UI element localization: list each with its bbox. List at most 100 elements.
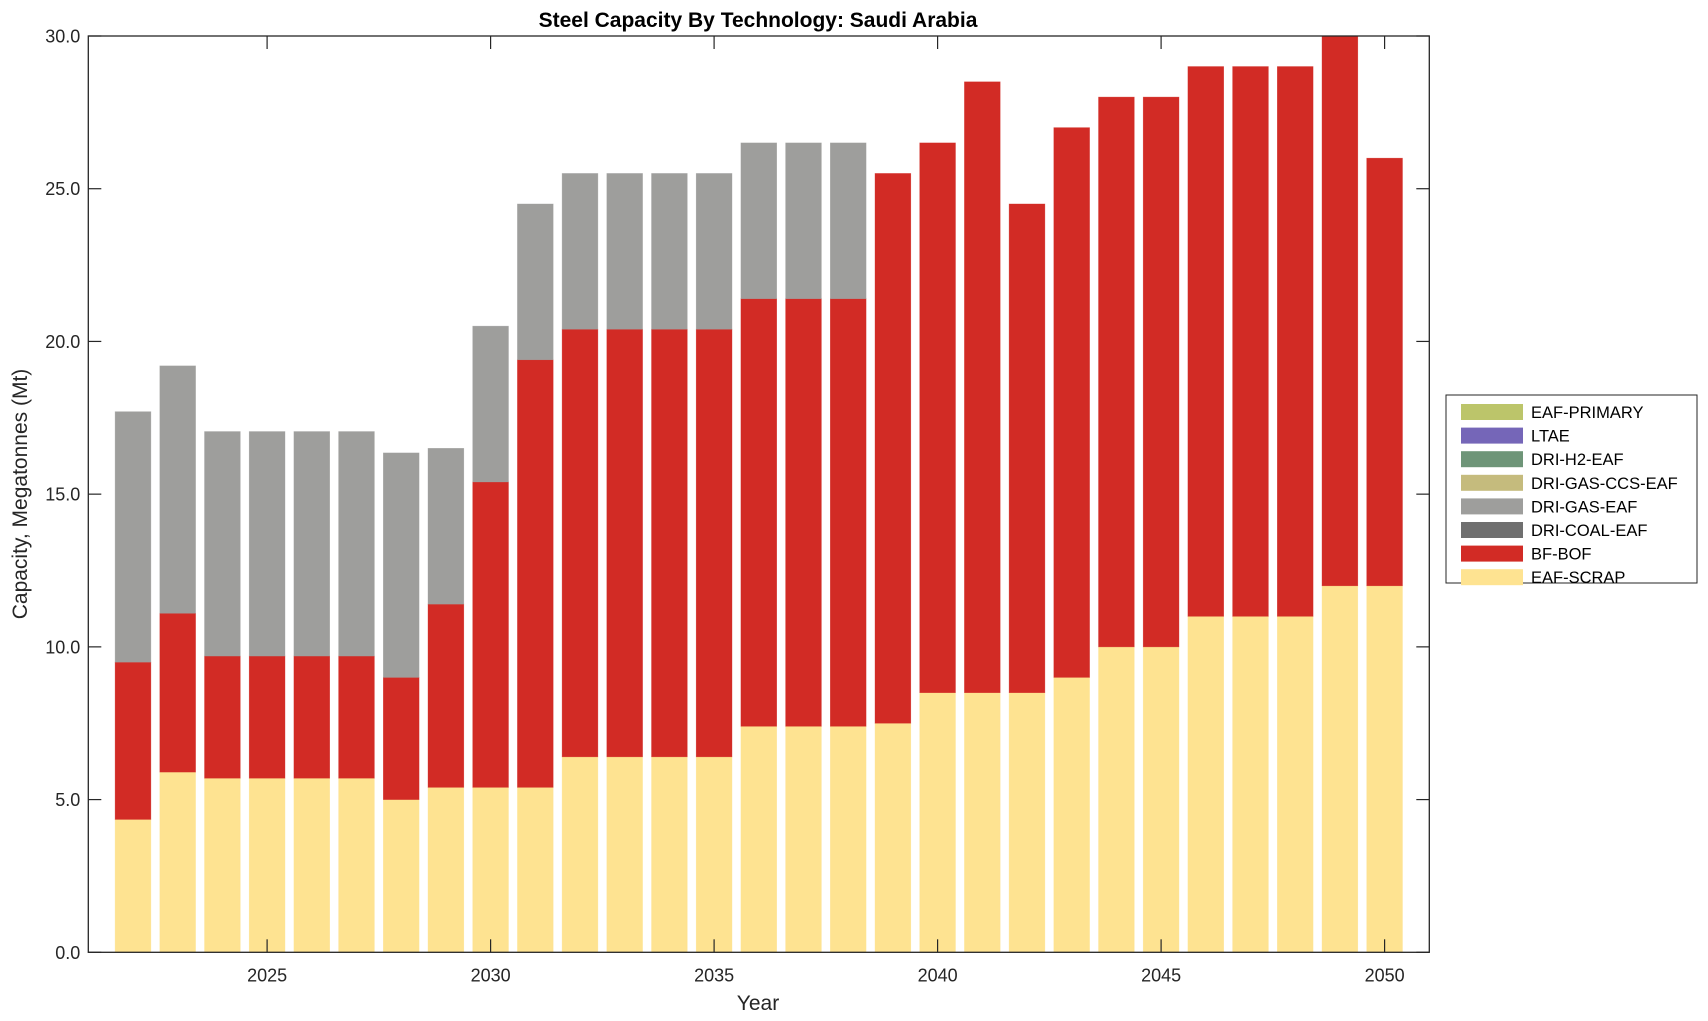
legend-swatch-eaf-primary [1461,404,1523,420]
legend-label-bf-bof: BF-BOF [1531,546,1592,564]
chart-title: Steel Capacity By Technology: Saudi Arab… [539,9,978,32]
bar-eaf-scrap-2050 [1366,585,1403,953]
legend-swatch-eaf-scrap [1461,569,1523,586]
legend-label-dri-gas-eaf: DRI-GAS-EAF [1531,498,1637,516]
bar-dri-gas-eaf-2037 [785,142,822,299]
bar-dri-gas-eaf-2034 [651,173,688,330]
legend-label-eaf-scrap: EAF-SCRAP [1531,569,1625,587]
bar-bf-bof-2047 [1232,66,1269,617]
bar-bf-bof-2040 [919,142,956,693]
bar-dri-gas-eaf-2022 [114,411,152,663]
y-tick-label: 30.0 [45,27,80,47]
bar-eaf-scrap-2049 [1321,585,1359,953]
y-tick-label: 5.0 [55,790,80,810]
bar-dri-gas-eaf-2035 [695,173,733,330]
legend: EAF-PRIMARY LTAE DRI-H2-EAF DRI-GAS-CCS-EAF… [1445,394,1698,587]
legend-label-eaf-primary: EAF-PRIMARY [1531,404,1643,422]
y-tick-label: 0.0 [55,943,80,963]
bar-eaf-scrap-2045 [1142,646,1180,953]
bar-eaf-scrap-2036 [740,725,777,953]
legend-swatch-dri-gas-ccs-eaf [1461,474,1523,491]
bar-eaf-scrap-2044 [1098,646,1135,953]
bar-bf-bof-2024 [204,655,241,779]
legend-label-dri-coal-eaf: DRI-COAL-EAF [1531,522,1647,540]
legend-swatch-dri-coal-eaf [1461,522,1523,538]
legend-swatch-dri-h2-eaf [1461,451,1523,468]
bar-eaf-scrap-2024 [204,777,241,953]
x-tick-label: 2025 [247,965,287,985]
bar-eaf-scrap-2023 [159,771,196,953]
bar-bf-bof-2048 [1277,66,1314,617]
bar-eaf-scrap-2043 [1053,677,1090,953]
bar-eaf-scrap-2032 [561,756,599,953]
bar-dri-gas-eaf-2031 [517,203,554,361]
bar-eaf-scrap-2037 [785,725,822,953]
bar-eaf-scrap-2046 [1187,616,1224,953]
bar-dri-gas-eaf-2023 [159,365,196,614]
bar-eaf-scrap-2022 [114,819,152,953]
bar-dri-gas-eaf-2038 [830,142,867,299]
legend-label-dri-h2-eaf: DRI-H2-EAF [1531,451,1624,469]
bar-eaf-scrap-2042 [1008,692,1046,953]
legend-swatch-bf-bof [1461,545,1523,562]
bar-bf-bof-2039 [874,173,912,724]
bar-dri-gas-eaf-2028 [383,452,420,678]
legend-label-ltae: LTAE [1531,428,1570,446]
legend-swatch-ltae [1461,427,1523,444]
bar-bf-bof-2036 [740,298,777,727]
y-tick-label: 25.0 [45,179,80,199]
bar-eaf-scrap-2034 [651,756,688,953]
x-tick-label: 2035 [694,965,734,985]
bar-bf-bof-2026 [293,655,330,779]
bar-bf-bof-2043 [1053,127,1090,678]
bar-eaf-scrap-2041 [964,692,1001,953]
legend-label-dri-gas-ccs-eaf: DRI-GAS-CCS-EAF [1531,475,1678,493]
bar-bf-bof-2028 [383,677,420,800]
bar-bf-bof-2033 [606,328,643,758]
bar-bf-bof-2041 [964,81,1001,693]
bar-dri-gas-eaf-2025 [248,431,286,657]
bar-eaf-scrap-2039 [874,722,912,953]
bar-bf-bof-2042 [1008,203,1046,693]
bar-bf-bof-2022 [114,661,152,820]
bar-eaf-scrap-2033 [606,756,643,953]
bar-bf-bof-2027 [338,655,375,779]
y-axis-ticks: 0.0 5.0 10.0 15.0 20.0 25.0 30.0 [45,27,1430,963]
bar-eaf-scrap-2048 [1277,616,1314,953]
y-tick-label: 20.0 [45,332,80,352]
bar-bf-bof-2045 [1142,96,1180,648]
bar-eaf-scrap-2026 [293,777,330,953]
bar-bf-bof-2034 [651,328,688,758]
y-tick-label: 15.0 [45,485,80,505]
bar-bf-bof-2044 [1098,96,1135,648]
bar-bf-bof-2049 [1321,35,1359,587]
x-axis-ticks: 2025 2030 2035 2040 2045 2050 [247,36,1405,985]
bar-dri-gas-eaf-2026 [293,431,330,657]
bar-dri-gas-eaf-2027 [338,431,375,657]
bar-eaf-scrap-2047 [1232,616,1269,953]
bar-bf-bof-2032 [561,328,599,758]
bar-bf-bof-2029 [427,603,465,788]
bar-bf-bof-2025 [248,655,286,779]
bar-eaf-scrap-2029 [427,787,465,953]
bar-dri-gas-eaf-2036 [740,142,777,299]
bar-eaf-scrap-2030 [472,787,509,953]
bar-eaf-scrap-2027 [338,777,375,953]
bar-bf-bof-2031 [517,359,554,788]
legend-swatch-dri-gas-eaf [1461,498,1523,515]
bar-dri-gas-eaf-2032 [561,173,599,330]
bar-dri-gas-eaf-2029 [427,448,465,605]
y-tick-label: 10.0 [45,637,80,657]
x-tick-label: 2050 [1365,965,1405,985]
bar-dri-gas-eaf-2033 [606,173,643,330]
bar-bf-bof-2037 [785,298,822,727]
bar-bf-bof-2035 [695,328,733,758]
bar-eaf-scrap-2031 [517,787,554,953]
x-tick-label: 2045 [1141,965,1181,985]
bar-eaf-scrap-2028 [383,799,420,953]
bar-eaf-scrap-2035 [695,756,733,953]
bar-eaf-scrap-2038 [830,725,867,953]
bar-dri-gas-eaf-2024 [204,431,241,657]
bar-eaf-scrap-2040 [919,692,956,953]
